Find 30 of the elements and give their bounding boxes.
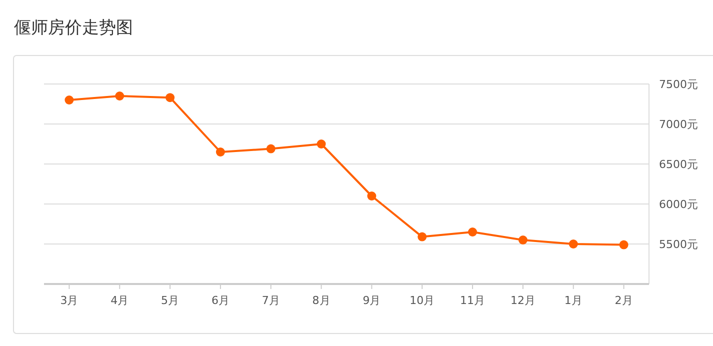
point [468, 228, 478, 236]
y-tick-label: 6500元 [659, 158, 698, 171]
y-tick-label: 7000元 [659, 118, 698, 131]
x-tick-label: 1月 [564, 294, 582, 307]
point [166, 93, 175, 102]
point [568, 240, 578, 248]
point [115, 92, 124, 100]
x-tick-label: 12月 [510, 294, 536, 307]
x-tick-label: 7月 [262, 294, 280, 307]
x-tick-label: 2月 [614, 294, 633, 307]
point [266, 144, 276, 154]
y-tick-label: 6000元 [659, 198, 698, 211]
x-tick-label: 11月 [460, 294, 486, 307]
x-tick-label: 10月 [410, 294, 435, 307]
y-tick-label: 5500元 [659, 238, 698, 251]
point [518, 236, 528, 244]
point [316, 140, 326, 148]
point [619, 240, 628, 250]
point [64, 96, 74, 104]
chart-title: 偃师房价走势图 [14, 18, 133, 38]
x-tick-label: 4月 [110, 294, 129, 307]
x-tick-label: 8月 [312, 294, 330, 307]
x-tick-label: 9月 [362, 294, 381, 307]
x-tick-label: 3月 [60, 294, 78, 307]
point [216, 148, 225, 156]
y-tick-label: 7500元 [659, 78, 698, 91]
point [367, 192, 376, 200]
x-tick-label: 5月 [161, 294, 180, 307]
point [418, 232, 427, 242]
x-tick-label: 6月 [211, 294, 230, 307]
